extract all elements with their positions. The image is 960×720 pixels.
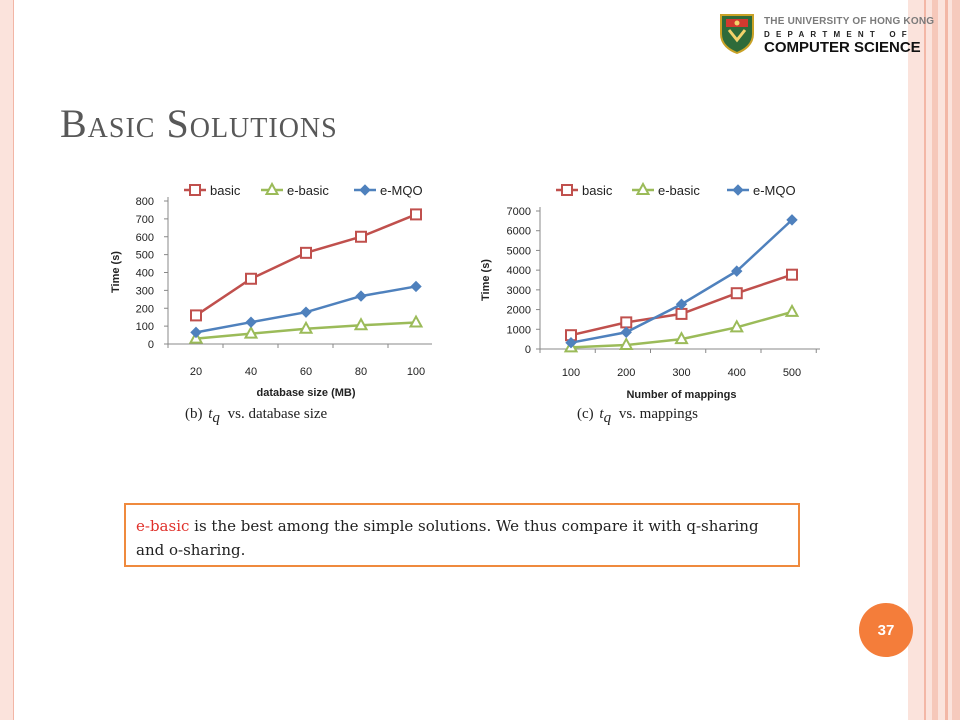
chart2-legend-label: e-basic [658,183,700,198]
chart1-point-e-MQO [300,306,312,318]
chart1-caption-sub: q [212,410,220,426]
chart2-x-tick-label: 100 [562,367,580,379]
chart1-y-tick-label: 500 [136,250,154,262]
chart2-point-basic [786,268,798,281]
chart1-caption: (b) tq vs. database size [185,406,328,426]
chart2-y-tick-label: 3000 [507,285,531,297]
chart2-point-e-basic [784,303,800,317]
chart1-y-tick-label: 100 [136,321,154,333]
chart1-y-tick-label: 400 [136,268,154,280]
chart1-point-e-basic [353,317,369,331]
right-stripe [952,0,960,720]
chart2-y-tick-label: 6000 [507,226,531,238]
page-number: 37 [877,621,895,639]
chart2-point-basic [675,307,688,320]
chart2-point-e-MQO [565,336,577,349]
chart2-y-tick-label: 4000 [507,265,531,277]
chart1-caption-prefix: (b) [185,406,206,422]
chart1-legend-label: basic [210,183,241,198]
chart1-caption-math: t [208,406,213,422]
chart1-legend-label: e-basic [287,183,329,198]
chart1-x-tick-label: 60 [300,366,312,378]
chart2-y-tick-label: 0 [525,344,531,356]
chart2-point-basic [730,287,743,300]
chart2-legend-label: basic [582,183,613,198]
chart1-y-tick-label: 700 [136,214,154,226]
chart1-y-tick-label: 200 [136,303,154,315]
slide-title: Basic Solutions [60,101,338,146]
note-text: is the best among the simple solutions. … [136,517,759,559]
left-border-line [13,0,14,720]
chart1-legend-label: e-MQO [380,183,423,198]
chart2-x-axis-label: Number of mappings [626,389,736,401]
chart1-series-line-basic [195,213,417,317]
department-name: COMPUTER SCIENCE [764,39,921,56]
chart2-point-e-basic [619,336,634,351]
chart1-point-e-MQO [190,326,202,339]
right-stripe [945,0,948,720]
chart1-point-e-MQO [410,280,422,293]
chart1-x-tick-label: 80 [355,366,367,378]
chart2-x-tick-label: 400 [728,367,746,379]
chart2-legend-marker-e-MQO [732,184,744,196]
chart2-legend-label: e-MQO [753,183,796,198]
chart2-caption-prefix: (c) [577,406,597,422]
department-line: DEPARTMENT OF [764,30,913,39]
chart1-legend-marker-e-basic [264,181,280,195]
chart2-point-e-MQO [786,214,798,226]
chart2-point-e-MQO [620,326,632,338]
chart2-point-e-MQO [731,265,743,277]
chart1-point-basic [245,272,257,285]
chart2-point-e-MQO [675,298,688,310]
hku-crest-icon [720,14,754,54]
chart1-point-e-MQO [355,290,367,302]
right-stripe [932,0,938,720]
page-number-badge: 37 [859,603,913,657]
chart2-caption-sub: q [604,410,612,426]
university-name: THE UNIVERSITY OF HONG KONG [764,16,935,27]
chart2-caption: (c) tq vs. mappings [577,406,698,426]
chart1-point-basic [410,208,422,221]
chart2-x-tick-label: 500 [783,367,801,379]
chart2-series-line-e-MQO [570,218,793,344]
chart1-point-basic [300,246,312,259]
chart2-point-e-basic [729,319,744,333]
chart2-legend-marker-e-basic [635,181,651,195]
chart1-legend-marker-basic [189,184,201,196]
chart2-point-basic [620,316,633,329]
chart2-y-tick-label: 5000 [507,245,531,257]
chart2-legend-marker-basic [561,184,573,196]
chart1-y-tick-label: 0 [148,339,154,351]
chart2-y-tick-label: 1000 [507,324,531,336]
chart1-x-tick-label: 100 [407,366,425,378]
chart1-point-e-basic [408,314,424,328]
chart2-y-tick-label: 7000 [507,206,531,218]
note-box: e-basic is the best among the simple sol… [124,503,800,567]
chart1-y-tick-label: 800 [136,196,154,208]
chart2-point-e-basic [674,331,689,345]
chart1-point-e-basic [298,320,314,334]
chart1-point-basic [190,309,202,322]
chart2-caption-math: t [599,406,604,422]
chart2-x-tick-label: 200 [617,367,635,379]
chart1-x-tick-label: 40 [245,366,257,378]
chart1-point-e-basic [243,325,259,339]
chart1-point-e-MQO [245,316,257,328]
chart2-y-axis-label: Time (s) [480,259,492,301]
chart2-x-tick-label: 300 [672,367,690,379]
chart1-y-axis-label: Time (s) [110,251,122,293]
chart2-caption-suffix: vs. mappings [615,406,698,422]
chart1-y-tick-label: 600 [136,232,154,244]
note-highlight: e-basic [136,517,190,535]
left-border [0,0,14,720]
chart1-x-tick-label: 20 [190,366,202,378]
chart1-x-axis-label: database size (MB) [256,387,355,399]
chart1-legend-marker-e-MQO [359,184,371,196]
chart2-y-tick-label: 2000 [507,305,531,317]
chart1-y-tick-label: 300 [136,285,154,297]
right-stripe [924,0,926,720]
chart1-caption-suffix: vs. database size [224,406,328,422]
chart1-point-basic [355,230,367,243]
